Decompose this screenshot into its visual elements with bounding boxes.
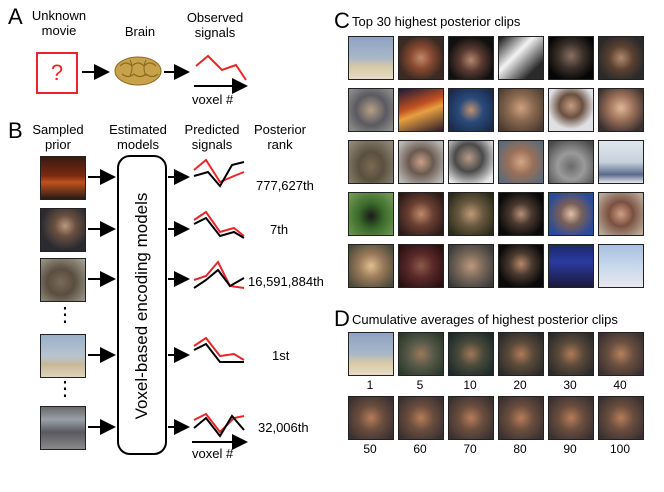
voxel-axis-label-b: voxel #	[192, 446, 234, 461]
clip-r3-c6	[598, 140, 644, 184]
rank-1: 777,627th	[256, 178, 314, 193]
avg-90	[548, 396, 594, 440]
predicted-signal-1	[193, 158, 245, 188]
avg-label-60: 60	[413, 442, 427, 456]
avg-70	[448, 396, 494, 440]
clip-r5-c6	[598, 244, 644, 288]
avg-label-50: 50	[363, 442, 377, 456]
observed-signal-line	[195, 54, 247, 81]
avg-5	[398, 332, 444, 376]
avg-20	[498, 332, 544, 376]
panel-d-title: Cumulative averages of highest posterior…	[352, 312, 618, 327]
clip-r1-c1	[348, 36, 394, 80]
clip-r2-c3	[448, 88, 494, 132]
cumulative-grid: 1 5 10 20 30 40 50 60 70 80 90 100	[348, 332, 648, 472]
panel-b-letter: B	[8, 118, 23, 143]
observed-signals-label: Observed signals	[186, 10, 244, 40]
avg-80	[498, 396, 544, 440]
encoding-models-box	[117, 155, 167, 455]
avg-label-1: 1	[366, 378, 374, 392]
clip-r5-c3	[448, 244, 494, 288]
clip-r3-c3	[448, 140, 494, 184]
avg-label-100: 100	[609, 442, 631, 456]
clip-r3-c1	[348, 140, 394, 184]
clip-r2-c5	[548, 88, 594, 132]
avg-label-90: 90	[563, 442, 577, 456]
avg-label-80: 80	[513, 442, 527, 456]
avg-40	[598, 332, 644, 376]
clip-r5-c4	[498, 244, 544, 288]
prior-clip-5	[40, 406, 86, 450]
brain-icon	[114, 56, 162, 86]
sampled-prior-label: Sampled prior	[32, 122, 84, 152]
encoding-models-text: Voxel-based encoding models	[132, 192, 151, 420]
avg-10	[448, 332, 494, 376]
rank-2: 7th	[270, 222, 289, 237]
brain-label: Brain	[124, 24, 156, 39]
predicted-signal-3	[193, 260, 245, 289]
clip-r4-c5	[548, 192, 594, 236]
clip-r3-c4	[498, 140, 544, 184]
predicted-signal-4	[193, 336, 245, 363]
rank-4: 1st	[272, 348, 290, 363]
avg-label-70: 70	[463, 442, 477, 456]
panel-c-letter: C	[334, 8, 350, 33]
clip-r4-c4	[498, 192, 544, 236]
unknown-movie-box: ?	[36, 52, 78, 94]
rank-5: 32,006th	[258, 420, 309, 435]
avg-label-40: 40	[613, 378, 627, 392]
clip-r4-c2	[398, 192, 444, 236]
clip-r4-c6	[598, 192, 644, 236]
clip-r1-c4	[498, 36, 544, 80]
avg-label-5: 5	[416, 378, 424, 392]
estimated-models-label: Estimated models	[109, 122, 167, 152]
clip-r2-c6	[598, 88, 644, 132]
predicted-signals-label: Predicted signals	[184, 122, 240, 152]
clip-r1-c6	[598, 36, 644, 80]
prior-clip-4	[40, 334, 86, 378]
avg-60	[398, 396, 444, 440]
prior-clip-1	[40, 156, 86, 200]
ellipsis-1: ⋮	[55, 304, 75, 326]
ellipsis-2: ⋮	[55, 378, 75, 400]
panel-d-letter: D	[334, 306, 350, 331]
panel-b-graphics	[88, 155, 248, 455]
clip-r1-c3	[448, 36, 494, 80]
clip-r2-c4	[498, 88, 544, 132]
clip-r5-c2	[398, 244, 444, 288]
clip-r1-c5	[548, 36, 594, 80]
clip-r4-c1	[348, 192, 394, 236]
avg-100	[598, 396, 644, 440]
clip-r3-c5	[548, 140, 594, 184]
clip-r2-c2	[398, 88, 444, 132]
panel-c-title: Top 30 highest posterior clips	[352, 14, 521, 29]
avg-1	[348, 332, 394, 376]
avg-label-30: 30	[563, 378, 577, 392]
avg-30	[548, 332, 594, 376]
clip-r2-c1	[348, 88, 394, 132]
question-mark: ?	[50, 60, 64, 85]
voxel-axis-label-a: voxel #	[192, 92, 234, 107]
unknown-movie-label: Unknown movie	[31, 8, 87, 38]
clip-r3-c2	[398, 140, 444, 184]
top-clips-grid	[348, 36, 648, 296]
prior-clip-2	[40, 208, 86, 252]
clip-r5-c1	[348, 244, 394, 288]
panel-a-graphics	[82, 54, 248, 94]
panel-a-letter: A	[8, 4, 23, 29]
rank-3: 16,591,884th	[248, 274, 324, 289]
avg-label-10: 10	[463, 378, 477, 392]
predicted-signal-5	[192, 412, 248, 450]
posterior-rank-label: Posterior rank	[253, 122, 307, 152]
avg-label-20: 20	[513, 378, 527, 392]
clip-r1-c2	[398, 36, 444, 80]
clip-r4-c3	[448, 192, 494, 236]
predicted-signal-2	[193, 210, 245, 239]
avg-50	[348, 396, 394, 440]
prior-clip-3	[40, 258, 86, 302]
clip-r5-c5	[548, 244, 594, 288]
